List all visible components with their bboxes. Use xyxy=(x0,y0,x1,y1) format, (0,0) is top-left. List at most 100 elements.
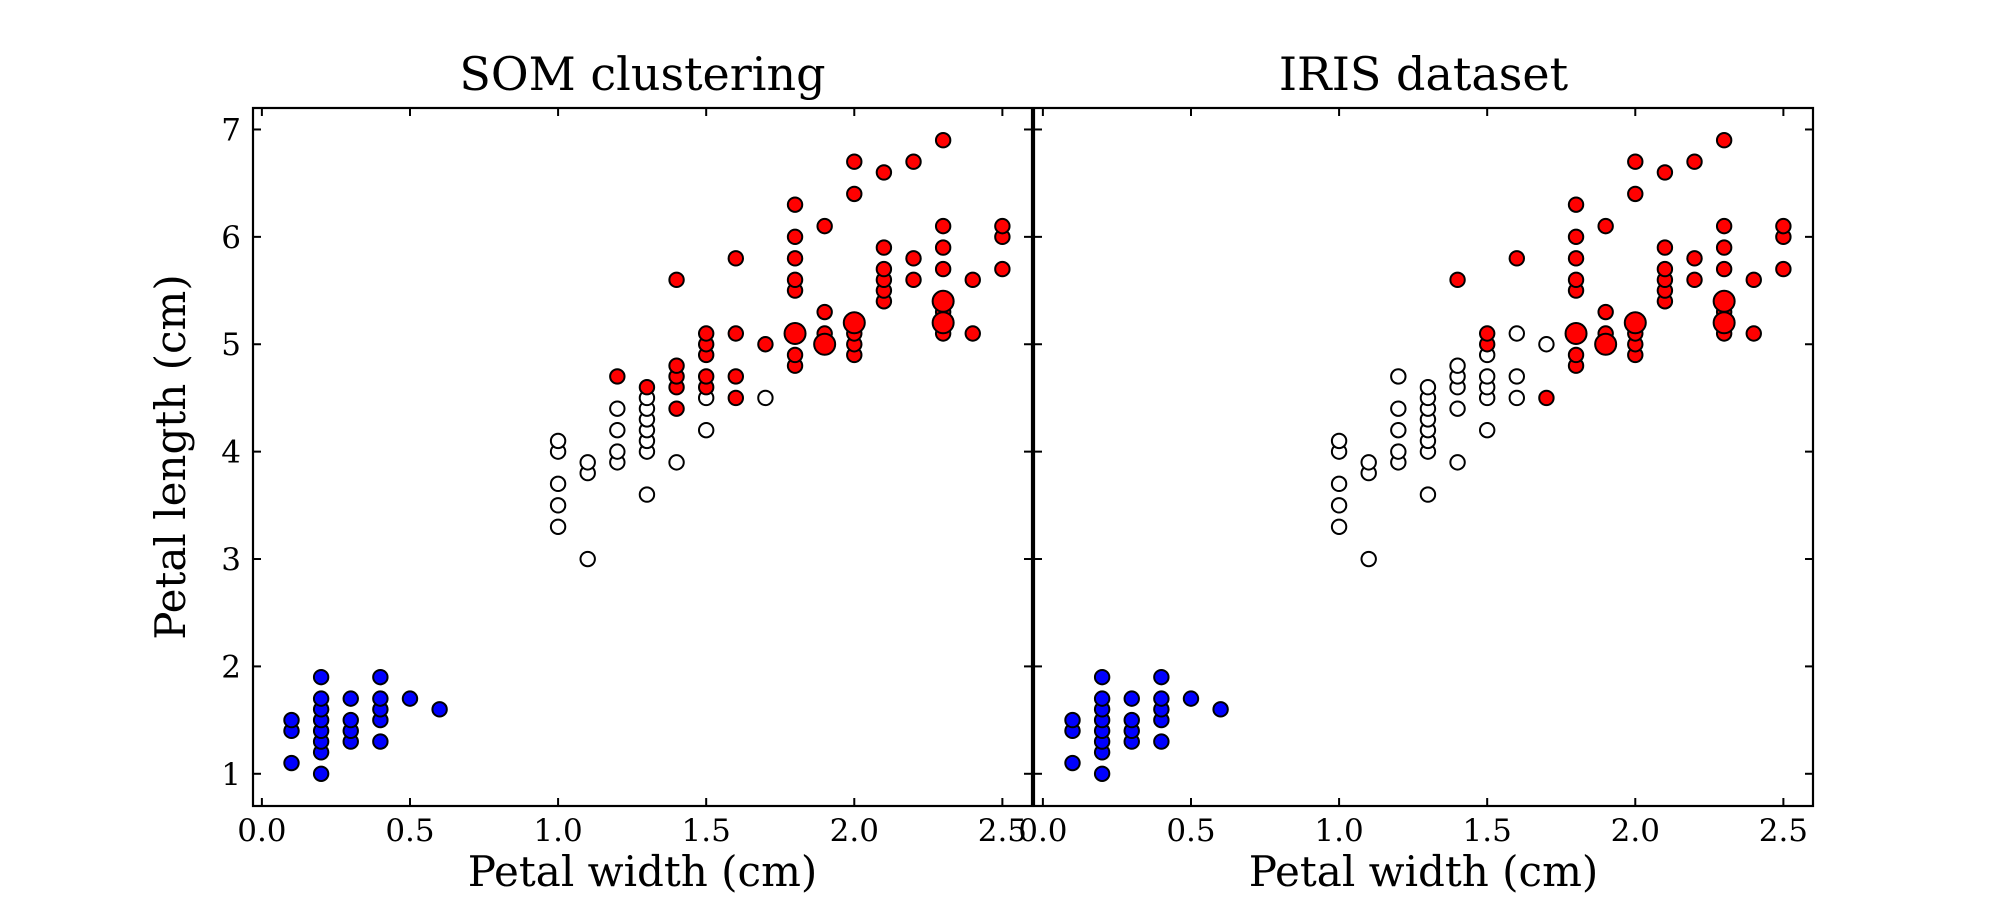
data-point-virginica xyxy=(1745,271,1762,289)
y-tick-label: 7 xyxy=(221,112,241,148)
data-point-versicolor xyxy=(1330,432,1348,450)
chart-title: SOM clustering xyxy=(459,47,825,101)
data-point-versicolor xyxy=(1449,400,1466,417)
data-point-cluster-3 xyxy=(934,239,952,256)
data-point-large xyxy=(1712,289,1736,313)
data-point-cluster-2 xyxy=(579,550,596,568)
large-points xyxy=(1564,289,1736,356)
chart-title: IRIS dataset xyxy=(1279,47,1569,101)
data-point-versicolor xyxy=(1390,368,1407,385)
data-point-versicolor xyxy=(1360,550,1377,568)
data-point-cluster-3 xyxy=(875,164,893,181)
x-tick-label: 2.5 xyxy=(1759,813,1808,849)
data-point-cluster-2 xyxy=(549,497,567,514)
data-point-versicolor xyxy=(1360,454,1377,471)
data-point-virginica xyxy=(1656,164,1674,181)
data-point-setosa xyxy=(1093,765,1111,782)
data-point-cluster-1 xyxy=(283,754,300,772)
data-point-cluster-1 xyxy=(342,711,359,729)
data-point-setosa xyxy=(1093,668,1111,686)
data-point-cluster-2 xyxy=(668,454,685,471)
data-point-versicolor xyxy=(1390,421,1407,439)
data-point-cluster-3 xyxy=(786,271,804,289)
data-point-cluster-1 xyxy=(312,690,330,707)
data-point-cluster-3 xyxy=(668,271,685,289)
data-point-virginica xyxy=(1567,271,1585,289)
data-point-versicolor xyxy=(1419,486,1437,503)
x-tick-label: 1.5 xyxy=(1463,813,1512,849)
data-point-cluster-3 xyxy=(875,260,893,278)
data-point-cluster-3 xyxy=(875,239,893,256)
data-point-cluster-3 xyxy=(786,228,804,246)
data-point-cluster-2 xyxy=(579,454,596,471)
data-point-cluster-2 xyxy=(638,486,656,503)
data-point-setosa xyxy=(1182,690,1200,707)
data-point-cluster-3 xyxy=(816,303,833,321)
data-point-versicolor xyxy=(1449,454,1466,471)
data-point-large xyxy=(813,332,837,356)
plot-frame xyxy=(1032,106,1815,808)
data-point-virginica xyxy=(1775,260,1792,278)
plot-frame xyxy=(251,106,1034,808)
x-tick-label: 1.0 xyxy=(533,813,582,849)
data-point-cluster-3 xyxy=(786,346,804,364)
data-point-setosa xyxy=(1212,701,1229,718)
data-point-cluster-3 xyxy=(668,357,685,374)
data-point-virginica xyxy=(1715,132,1733,149)
data-point-virginica xyxy=(1449,271,1466,289)
x-tick-label: 2.0 xyxy=(1611,813,1660,849)
data-point-virginica xyxy=(1745,325,1762,342)
x-tick-label: 0.0 xyxy=(237,813,286,849)
data-point-cluster-3 xyxy=(697,325,715,342)
data-point-virginica xyxy=(1627,153,1644,170)
x-tick-label: 0.5 xyxy=(1166,813,1215,849)
data-point-large xyxy=(842,311,866,335)
y-tick-label: 4 xyxy=(221,435,241,471)
data-point-cluster-3 xyxy=(934,260,952,278)
data-point-versicolor xyxy=(1390,443,1407,460)
data-point-setosa xyxy=(1153,733,1170,750)
data-point-virginica xyxy=(1715,260,1733,278)
data-point-cluster-2 xyxy=(609,400,626,417)
data-point-setosa xyxy=(1064,754,1081,772)
data-point-cluster-3 xyxy=(757,336,774,353)
data-point-large xyxy=(783,322,807,346)
data-point-versicolor xyxy=(1390,400,1407,417)
data-point-cluster-3 xyxy=(668,400,685,417)
data-point-cluster-3 xyxy=(727,389,745,407)
data-point-large xyxy=(1712,311,1736,335)
data-point-virginica xyxy=(1775,217,1792,235)
x-tick-label: 1.0 xyxy=(1314,813,1363,849)
data-point-versicolor xyxy=(1538,336,1555,353)
data-point-setosa xyxy=(1064,711,1081,729)
data-point-virginica xyxy=(1567,346,1585,364)
data-point-virginica xyxy=(1686,153,1703,170)
data-point-cluster-3 xyxy=(786,196,804,213)
data-point-cluster-3 xyxy=(846,153,863,170)
data-point-cluster-3 xyxy=(934,217,952,235)
data-point-cluster-1 xyxy=(342,690,359,707)
data-point-cluster-3 xyxy=(905,153,922,170)
data-point-cluster-3 xyxy=(905,271,922,289)
data-point-virginica xyxy=(1567,250,1585,267)
data-point-versicolor xyxy=(1419,379,1437,396)
data-point-cluster-1 xyxy=(372,668,389,686)
data-point-versicolor xyxy=(1330,497,1348,514)
data-point-versicolor xyxy=(1330,518,1348,535)
data-point-cluster-3 xyxy=(964,271,981,289)
data-point-virginica xyxy=(1508,250,1526,267)
data-point-cluster-1 xyxy=(372,690,389,707)
data-point-versicolor xyxy=(1330,475,1348,493)
x-axis-label: Petal width (cm) xyxy=(1249,847,1599,896)
data-point-versicolor xyxy=(1508,368,1526,385)
data-point-virginica xyxy=(1597,303,1614,321)
data-point-cluster-3 xyxy=(638,379,656,396)
data-point-cluster-3 xyxy=(934,132,952,149)
data-point-cluster-3 xyxy=(697,368,715,385)
data-point-virginica xyxy=(1627,185,1644,203)
x-tick-label: 2.0 xyxy=(830,813,879,849)
data-point-virginica xyxy=(1567,228,1585,246)
x-tick-label: 0.5 xyxy=(385,813,434,849)
data-point-cluster-3 xyxy=(786,250,804,267)
x-tick-label: 1.5 xyxy=(682,813,731,849)
